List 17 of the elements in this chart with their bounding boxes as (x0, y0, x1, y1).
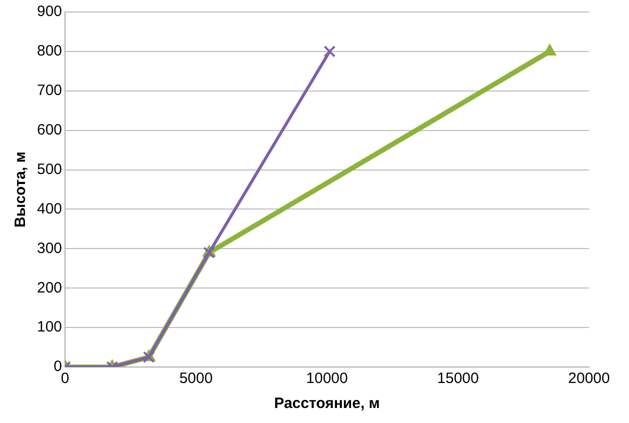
y-tick-label: 300 (36, 240, 62, 257)
y-tick-label: 100 (36, 318, 62, 336)
x-tick-label: 20000 (568, 370, 610, 388)
y-tick-label: 200 (36, 279, 62, 296)
x-axis-title: Расстояние, м (274, 395, 380, 412)
x-tick-label: 10000 (306, 370, 348, 388)
y-tick-label: 400 (36, 200, 62, 218)
y-axis-title: Высота, м (12, 152, 30, 228)
y-tick-label: 800 (36, 42, 62, 60)
x-tick-label: 5000 (179, 370, 213, 388)
y-tick-label: 500 (36, 160, 62, 178)
x-tick-label: 15000 (437, 370, 479, 388)
y-tick-label: 700 (36, 82, 62, 100)
y-tick-label: 900 (36, 3, 62, 20)
y-tick-label: 0 (54, 358, 62, 376)
point (324, 45, 336, 58)
y-tick-label: 600 (36, 121, 62, 138)
